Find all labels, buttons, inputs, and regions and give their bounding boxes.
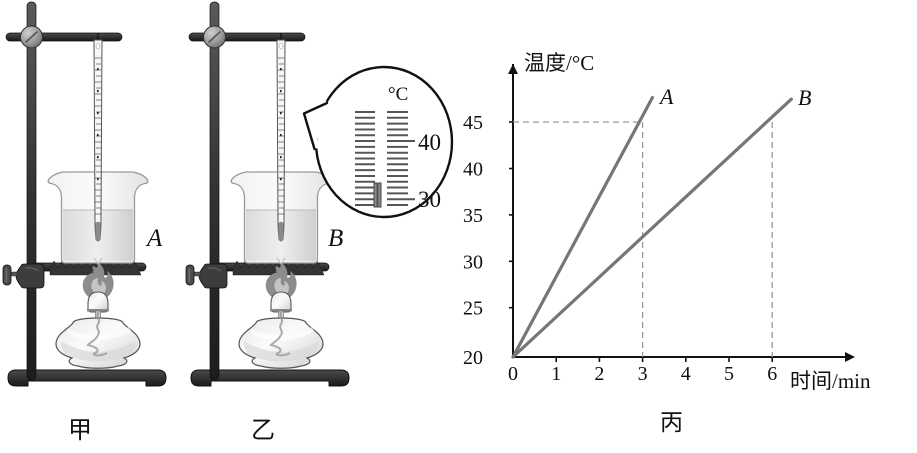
svg-text:A: A bbox=[658, 84, 674, 109]
svg-text:温度/°C: 温度/°C bbox=[524, 51, 594, 75]
svg-text:B: B bbox=[328, 225, 343, 252]
svg-text:35: 35 bbox=[463, 205, 483, 227]
svg-text:6: 6 bbox=[767, 363, 777, 385]
svg-text:40: 40 bbox=[463, 159, 483, 181]
svg-text:乙: 乙 bbox=[251, 417, 275, 444]
svg-text:30: 30 bbox=[463, 251, 483, 273]
svg-text:°C: °C bbox=[388, 84, 408, 105]
svg-text:30: 30 bbox=[418, 187, 441, 212]
svg-text:3: 3 bbox=[638, 363, 648, 385]
svg-text:40: 40 bbox=[418, 130, 441, 155]
svg-text:A: A bbox=[145, 225, 163, 252]
svg-text:B: B bbox=[798, 85, 811, 110]
svg-text:丙: 丙 bbox=[660, 409, 683, 435]
svg-text:25: 25 bbox=[463, 298, 483, 320]
svg-text:45: 45 bbox=[463, 112, 483, 134]
svg-text:0: 0 bbox=[508, 363, 518, 385]
svg-text:甲: 甲 bbox=[68, 417, 92, 444]
svg-text:20: 20 bbox=[463, 347, 483, 369]
svg-text:1: 1 bbox=[551, 363, 561, 385]
svg-text:2: 2 bbox=[594, 363, 604, 385]
svg-text:4: 4 bbox=[681, 363, 691, 385]
svg-text:5: 5 bbox=[724, 363, 734, 385]
svg-text:时间/min: 时间/min bbox=[790, 369, 871, 393]
